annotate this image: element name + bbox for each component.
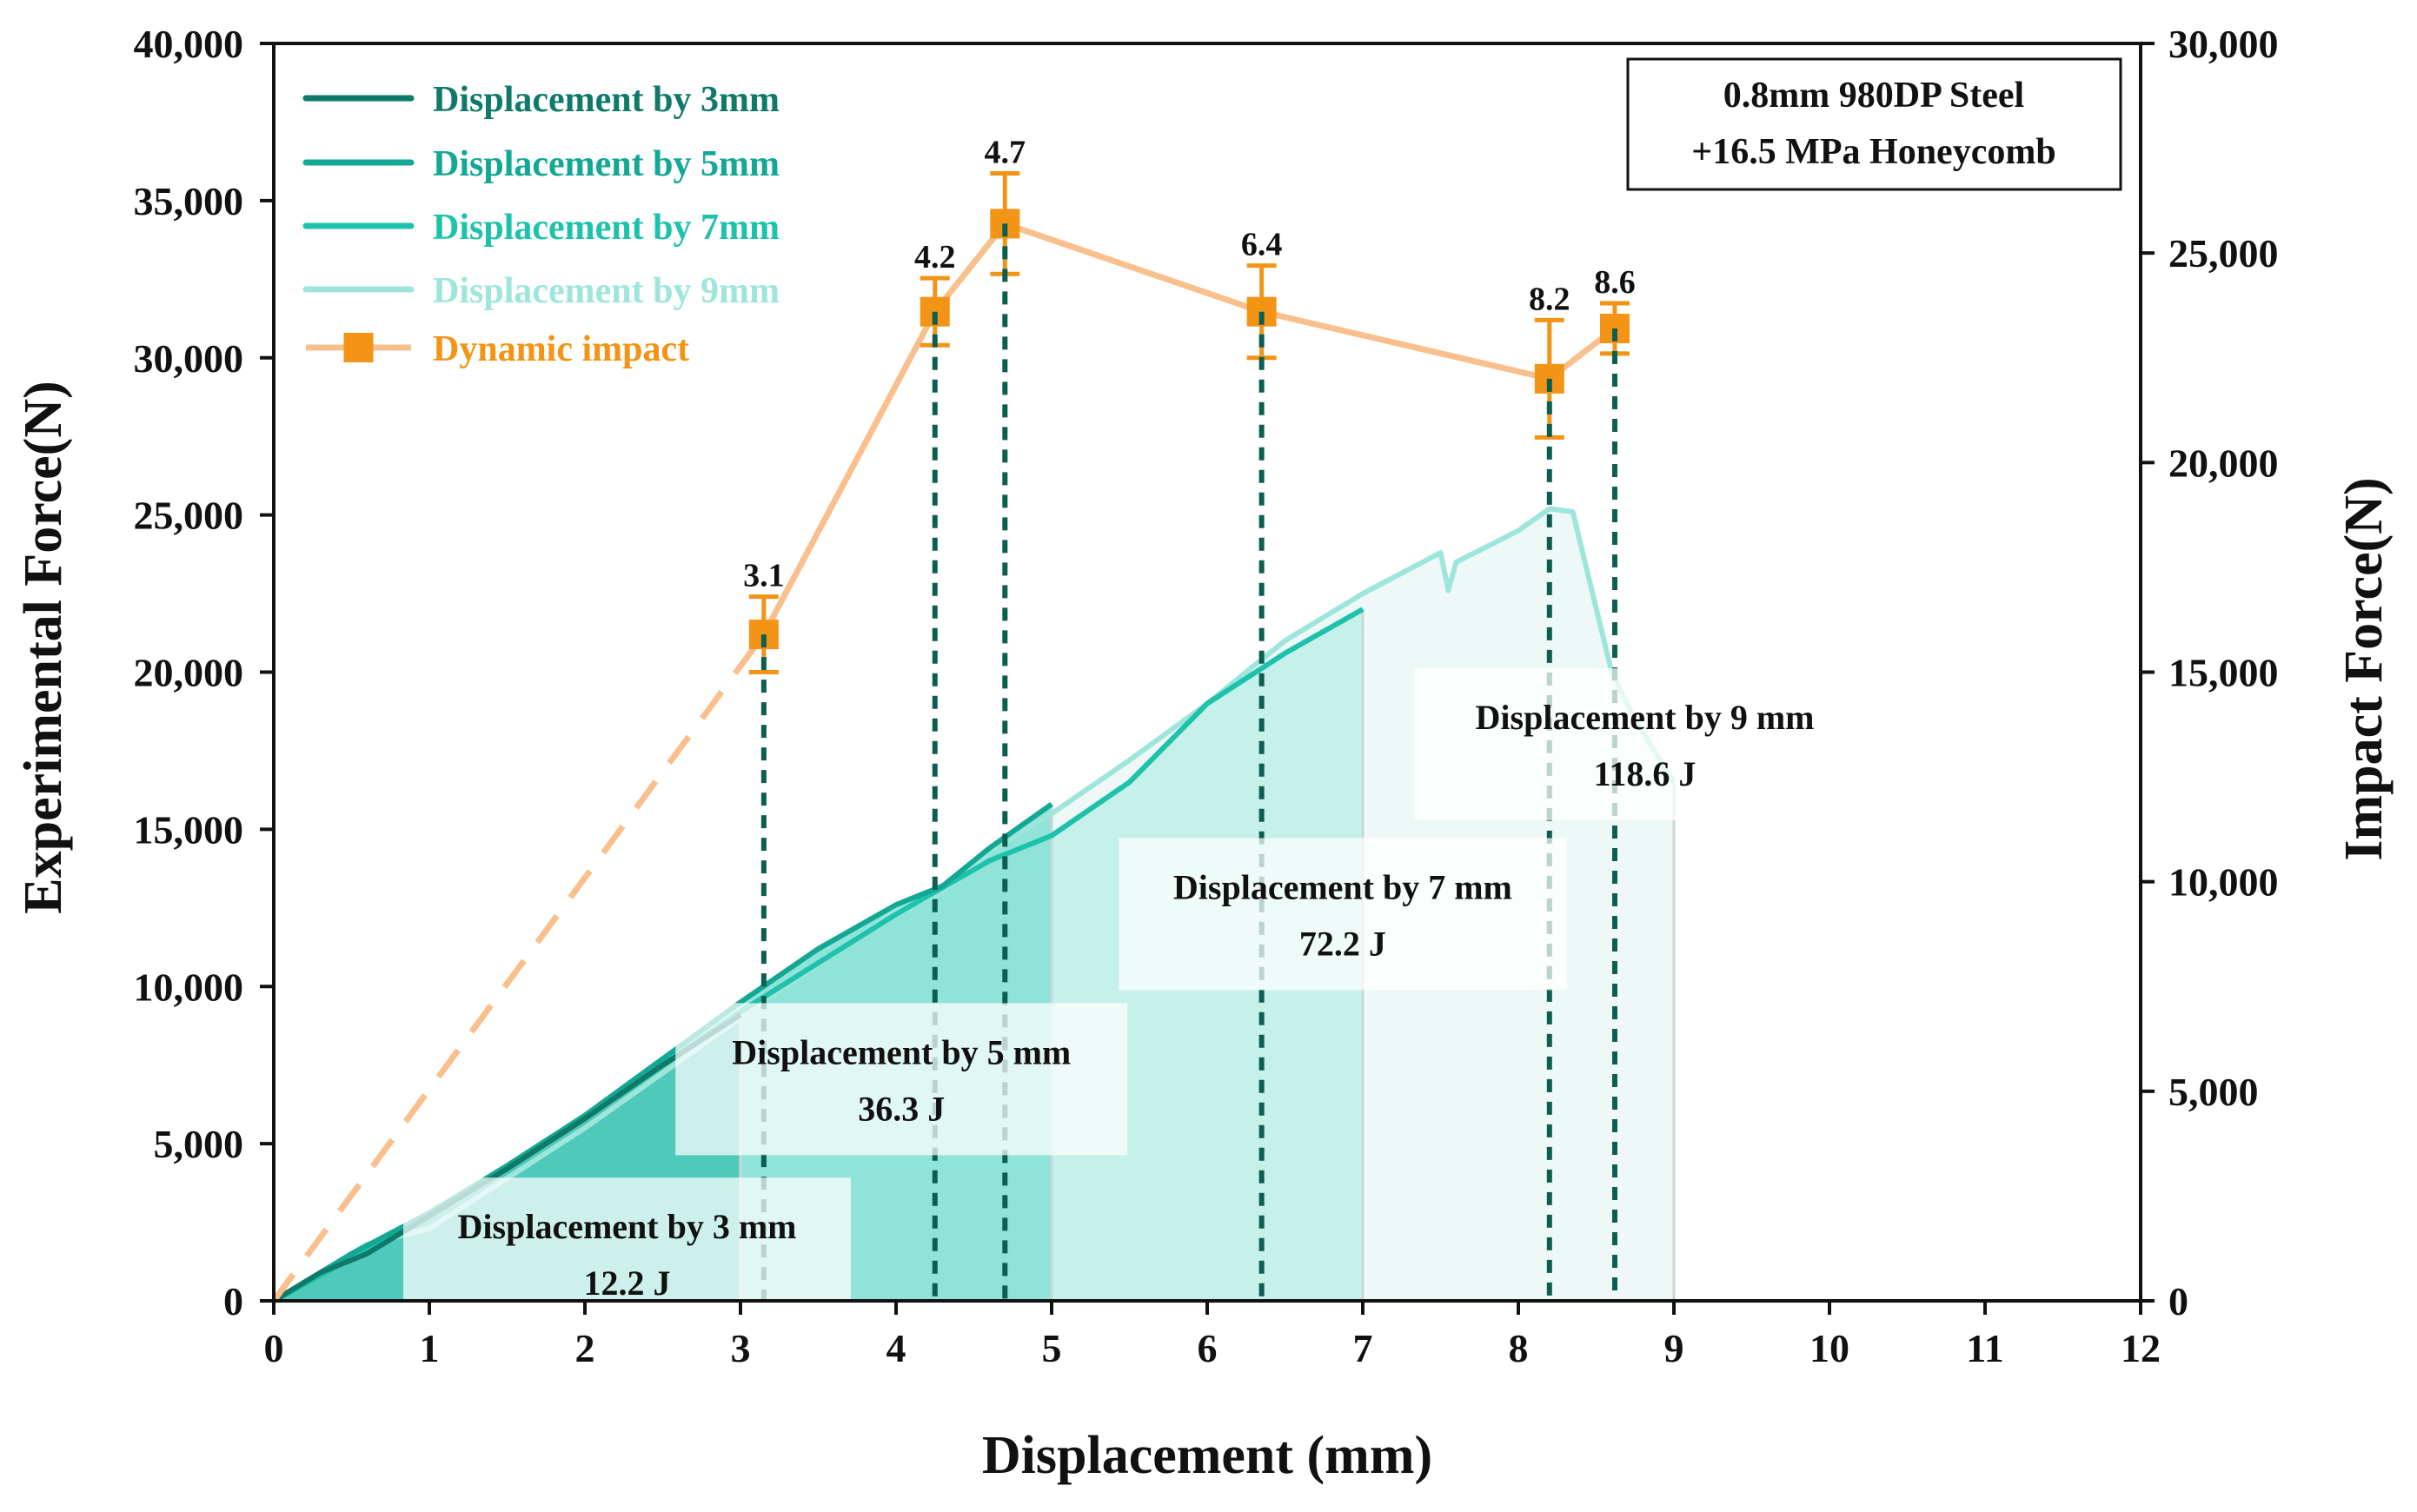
impact-extrapolation-line — [271, 633, 767, 1303]
impact-value-label-3: 4.7 — [985, 135, 1026, 171]
energy-label-box-4 — [1414, 668, 1876, 821]
x-tick-label-4: 4 — [886, 1326, 906, 1370]
x-tick-label-6: 6 — [1198, 1326, 1218, 1370]
y-left-tick-label-3: 15,000 — [134, 807, 244, 852]
y-left-tick-label-6: 30,000 — [134, 336, 244, 381]
energy-label-title-2: Displacement by 5 mm — [732, 1032, 1071, 1071]
y-left-tick-label-0: 0 — [223, 1279, 243, 1323]
impact-value-label-2: 4.2 — [914, 239, 956, 275]
energy-label-box-3 — [1119, 838, 1567, 991]
x-tick-label-10: 10 — [1809, 1326, 1849, 1370]
energy-label-title-3: Displacement by 7 mm — [1173, 867, 1512, 906]
axes: 0 1 2 3 4 5 6 7 8 9 10 11 1205,00010,00015,00020,000… — [134, 22, 2279, 1370]
energy-label-value-3: 72.2 J — [1299, 924, 1386, 963]
x-axis-title: Displacement (mm) — [982, 1426, 1432, 1485]
y-left-tick-label-7: 35,000 — [134, 179, 244, 223]
y-axis-title-left: Experimental Force(N) — [14, 381, 73, 914]
energy-label-box-1 — [403, 1177, 851, 1330]
y-right-tick-label-0: 0 — [2168, 1279, 2188, 1323]
x-tick-label-0: 0 — [264, 1326, 284, 1370]
info-box-line-1: 0.8mm 980DP Steel — [1723, 76, 2024, 116]
impact-value-label-6: 8.6 — [1594, 264, 1636, 301]
legend-label-1: Displacement by 3mm — [433, 80, 780, 120]
x-tick-label-2: 2 — [575, 1326, 595, 1370]
x-tick-label-3: 3 — [731, 1326, 751, 1370]
energy-label-box-2 — [675, 1003, 1128, 1156]
energy-label-title-4: Displacement by 9 mm — [1476, 698, 1815, 737]
y-right-tick-label-1: 5,000 — [2168, 1070, 2259, 1114]
y-right-tick-label-3: 15,000 — [2168, 651, 2279, 695]
x-tick-label-12: 12 — [2121, 1326, 2161, 1370]
x-tick-label-1: 1 — [420, 1326, 440, 1370]
info-box: 0.8mm 980DP Steel +16.5 MPa Honeycomb — [1626, 57, 2122, 191]
impact-value-label-4: 6.4 — [1241, 227, 1283, 263]
x-tick-label-5: 5 — [1042, 1326, 1062, 1370]
y-right-tick-label-4: 20,000 — [2168, 441, 2279, 485]
energy-label-value-4: 118.6 J — [1594, 754, 1697, 793]
y-left-tick-label-8: 40,000 — [134, 22, 244, 66]
y-right-tick-label-6: 30,000 — [2168, 22, 2279, 66]
y-right-tick-label-5: 25,000 — [2168, 231, 2279, 275]
y-axis-title-right: Impact Force(N) — [2334, 477, 2394, 860]
energy-annotations: Displacement by 3 mm 12.2 J Displacement b… — [403, 668, 1876, 1330]
energy-label-value-1: 12.2 J — [584, 1263, 671, 1303]
y-left-tick-label-1: 5,000 — [154, 1122, 244, 1166]
energy-label-title-1: Displacement by 3 mm — [458, 1207, 797, 1246]
legend-swatch-impact-marker — [343, 333, 374, 362]
info-box-line-2: +16.5 MPa Honeycomb — [1691, 132, 2055, 172]
impact-value-label-1: 3.1 — [743, 558, 785, 594]
x-tick-label-7: 7 — [1353, 1326, 1373, 1370]
x-tick-label-8: 8 — [1509, 1326, 1529, 1370]
legend-label-3: Displacement by 7mm — [433, 208, 780, 248]
energy-label-value-2: 36.3 J — [858, 1089, 945, 1128]
legend-label-2: Displacement by 5mm — [433, 144, 780, 184]
legend-label-4: Displacement by 9mm — [433, 271, 780, 311]
impact-value-label-5: 8.2 — [1529, 281, 1570, 317]
y-left-tick-label-2: 10,000 — [134, 965, 244, 1009]
info-box-frame — [1626, 57, 2122, 191]
legend: Displacement by 3mm Displacement by 5mm Di… — [302, 80, 780, 369]
x-tick-label-11: 11 — [1966, 1326, 2003, 1370]
force-curve-4 — [272, 506, 1677, 1303]
y-left-tick-label-5: 25,000 — [134, 494, 244, 538]
y-right-tick-label-2: 10,000 — [2168, 860, 2279, 905]
x-tick-label-9: 9 — [1664, 1326, 1684, 1370]
y-left-tick-label-4: 20,000 — [134, 651, 244, 695]
legend-label-impact: Dynamic impact — [433, 329, 689, 369]
